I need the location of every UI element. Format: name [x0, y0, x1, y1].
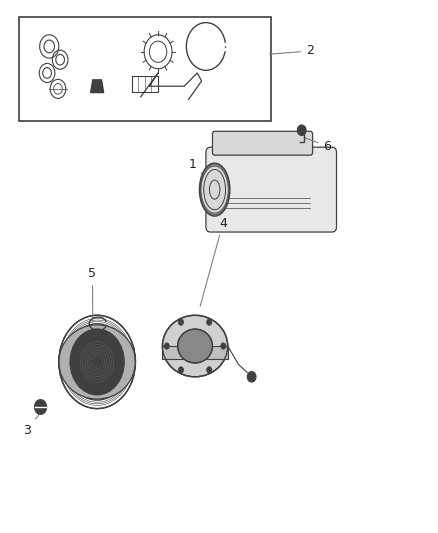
Circle shape — [80, 341, 115, 383]
Text: 4: 4 — [200, 217, 227, 306]
FancyBboxPatch shape — [206, 147, 336, 232]
Polygon shape — [91, 80, 104, 93]
Circle shape — [164, 343, 170, 349]
FancyBboxPatch shape — [19, 17, 271, 120]
Ellipse shape — [178, 329, 212, 363]
Ellipse shape — [199, 163, 230, 216]
Circle shape — [207, 367, 212, 373]
Text: 1: 1 — [188, 158, 221, 190]
Circle shape — [247, 372, 256, 382]
Circle shape — [221, 343, 226, 349]
FancyBboxPatch shape — [162, 346, 228, 359]
Text: 6: 6 — [304, 138, 331, 153]
Ellipse shape — [59, 325, 135, 399]
Circle shape — [297, 125, 306, 135]
Circle shape — [207, 319, 212, 325]
Circle shape — [93, 357, 102, 367]
Circle shape — [178, 319, 184, 325]
Text: 3: 3 — [23, 412, 41, 437]
Circle shape — [70, 329, 124, 395]
Text: 2: 2 — [270, 44, 314, 58]
Text: 5: 5 — [88, 267, 96, 322]
Circle shape — [178, 367, 184, 373]
Circle shape — [35, 400, 47, 415]
FancyBboxPatch shape — [212, 131, 313, 155]
Ellipse shape — [162, 316, 228, 377]
